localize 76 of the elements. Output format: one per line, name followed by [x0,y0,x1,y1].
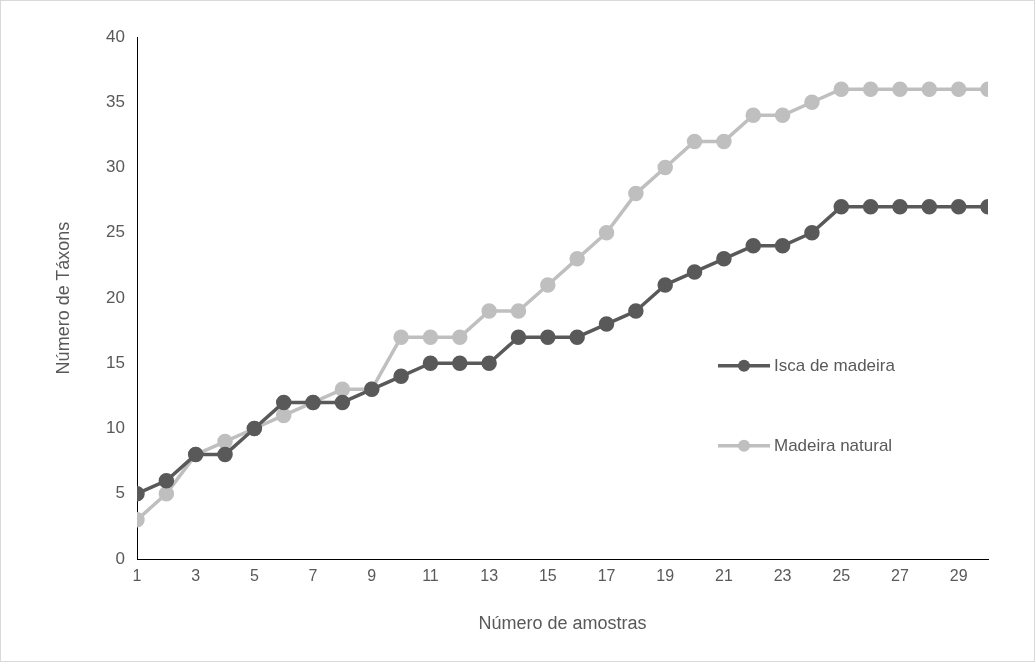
y-tick-label: 40 [106,26,125,46]
point [422,329,439,345]
point [716,133,732,150]
x-tick-label: 11 [422,567,439,585]
point [862,81,879,97]
point [745,107,761,124]
point [598,225,615,241]
x-tick-label: 21 [715,567,733,585]
point [833,198,850,215]
x-tick-label: 5 [249,567,259,585]
x-axis-title: Número de amostras [478,613,647,634]
legend-label: Madeira natural [774,435,893,455]
point [393,329,409,345]
point [569,251,585,267]
point [657,277,673,293]
point [422,355,439,371]
x-tick-label: 9 [367,567,377,585]
point [833,81,850,97]
point [510,303,527,319]
point [217,433,233,450]
point [774,107,791,124]
point [628,185,644,202]
y-tick-label: 15 [106,352,125,372]
point [217,446,233,463]
y-tick-label: 25 [106,222,125,242]
x-tick-label: 13 [480,567,499,585]
y-tick-label: 5 [115,483,125,503]
point [569,329,585,345]
point [804,225,820,241]
point [628,303,644,319]
x-tick-label: 27 [891,567,909,585]
y-axis-title: Número de Táxons [52,221,73,375]
point [804,94,820,110]
point [950,81,967,97]
y-tick-label: 10 [106,418,125,438]
point [657,159,673,176]
point [275,394,292,411]
point [686,264,703,280]
point [334,394,351,411]
point [158,486,175,502]
x-tick-label: 25 [832,567,851,585]
y-tick-label: 35 [106,91,125,111]
point [393,368,409,385]
point [774,238,791,254]
point [481,303,497,319]
x-tick-label: 1 [132,567,142,585]
point [275,407,292,424]
point [540,277,556,293]
point [452,355,468,371]
x-tick-label: 29 [949,567,968,585]
point [862,198,879,215]
point [950,198,967,215]
point [540,329,556,345]
point [745,238,761,254]
point [921,198,938,215]
x-tick-label: 17 [597,567,616,585]
point [598,316,615,332]
y-tick-label: 20 [106,287,125,307]
x-tick-label: 3 [191,567,201,585]
point [452,329,468,345]
y-tick-label: 0 [115,548,125,568]
x-tick-label: 7 [308,567,318,585]
x-tick-label: 15 [538,567,557,585]
x-tick-label: 23 [773,567,792,585]
point [481,355,497,371]
point [510,329,527,345]
legend-label: Isca de madeira [774,355,896,375]
point [892,198,908,215]
point [716,251,732,267]
point [921,81,938,97]
x-tick-label: 19 [656,567,675,585]
point [158,472,175,489]
point [892,81,908,97]
point [334,381,351,398]
y-tick-label: 30 [106,157,125,177]
point [686,133,703,150]
